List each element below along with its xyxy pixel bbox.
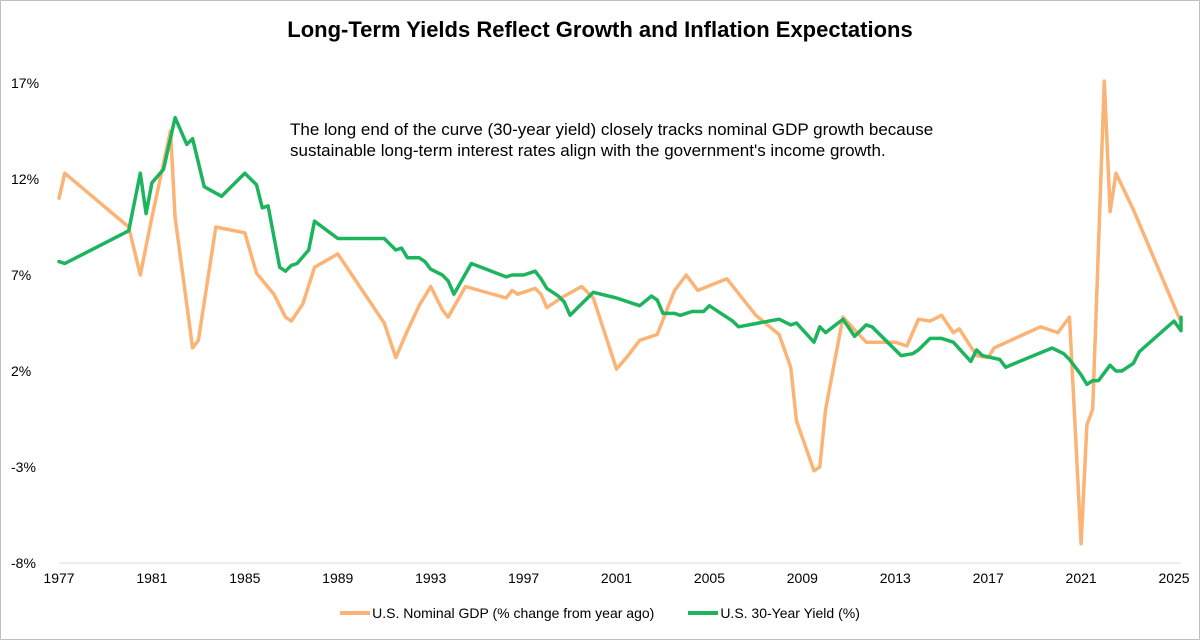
- series-line-nominal-gdp: [57, 79, 1182, 546]
- chart-title: Long-Term Yields Reflect Growth and Infl…: [287, 17, 913, 42]
- series-line-30yr-yield: [57, 115, 1183, 387]
- x-tick-label: 1993: [415, 570, 446, 586]
- y-tick-label: 7%: [11, 267, 31, 283]
- legend-swatch-gdp: [340, 611, 371, 615]
- x-tick-label: 2013: [880, 570, 911, 586]
- y-tick-label: 2%: [11, 363, 31, 379]
- legend-swatch-yield: [688, 611, 719, 615]
- y-tick-label: -3%: [11, 459, 36, 475]
- x-tick-label: 1985: [229, 570, 260, 586]
- x-tick-label: 2021: [1066, 570, 1097, 586]
- x-tick-label: 2017: [973, 570, 1004, 586]
- x-tick-label: 2025: [1158, 570, 1189, 586]
- x-tick-label: 2009: [787, 570, 818, 586]
- legend-label-yield: U.S. 30-Year Yield (%): [720, 605, 860, 621]
- chart-annotation: The long end of the curve (30-year yield…: [290, 120, 934, 160]
- x-tick-label: 1977: [43, 570, 74, 586]
- y-tick-label: 17%: [11, 75, 39, 91]
- legend-item-yield: U.S. 30-Year Yield (%): [688, 605, 860, 621]
- y-tick-label: -8%: [11, 555, 36, 571]
- legend-item-gdp: U.S. Nominal GDP (% change from year ago…: [340, 605, 654, 621]
- x-tick-label: 1981: [136, 570, 167, 586]
- y-tick-label: 12%: [11, 171, 39, 187]
- chart-legend: U.S. Nominal GDP (% change from year ago…: [1, 605, 1199, 621]
- x-tick-label: 1997: [508, 570, 539, 586]
- legend-label-gdp: U.S. Nominal GDP (% change from year ago…: [372, 605, 655, 621]
- x-tick-label: 2001: [601, 570, 632, 586]
- line-chart: 17% 12% 7% 2% -3% -8% 1977 1981 1985 1989 1993 1997…: [11, 75, 1190, 586]
- x-tick-label: 1989: [322, 570, 353, 586]
- x-tick-label: 2005: [694, 570, 725, 586]
